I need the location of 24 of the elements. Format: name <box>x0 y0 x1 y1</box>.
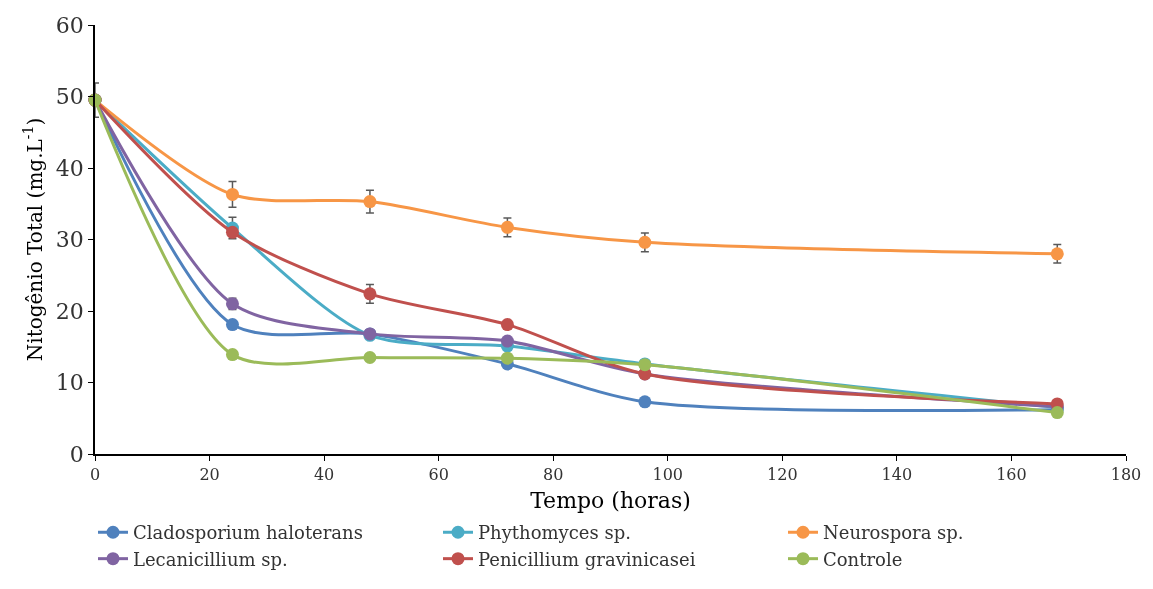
x-tick-label: 60 <box>428 464 449 484</box>
x-tick-label: 0 <box>89 464 101 484</box>
x-tick-label: 160 <box>996 464 1027 484</box>
y-tick-label: 20 <box>55 298 84 324</box>
legend-label: Neurospora sp. <box>823 522 964 544</box>
x-tick-label: 120 <box>767 464 798 484</box>
x-tick-label: 140 <box>881 464 913 484</box>
legend-label: Cladosporium haloterans <box>133 522 363 544</box>
legend-label: Controle <box>823 548 903 570</box>
y-tick-label: 0 <box>69 441 84 467</box>
legend-label: Phythomyces sp. <box>478 522 631 544</box>
y-tick-label: 60 <box>55 12 84 38</box>
y-tick-label: 40 <box>55 155 84 181</box>
x-tick-label: 100 <box>652 464 684 484</box>
x-tick-label: 20 <box>199 464 220 484</box>
y-tick-label: 30 <box>55 227 84 253</box>
x-tick-label: 180 <box>1110 464 1142 484</box>
x-tick-label: 80 <box>543 464 564 484</box>
y-tick-label: 50 <box>55 84 84 110</box>
legend-label: Lecanicillium sp. <box>133 548 288 570</box>
x-tick-label: 40 <box>313 464 335 484</box>
legend-label: Penicillium gravinicasei <box>478 548 696 570</box>
x-axis-title: Tempo (horas) <box>530 488 691 514</box>
y-tick-label: 10 <box>55 370 84 396</box>
